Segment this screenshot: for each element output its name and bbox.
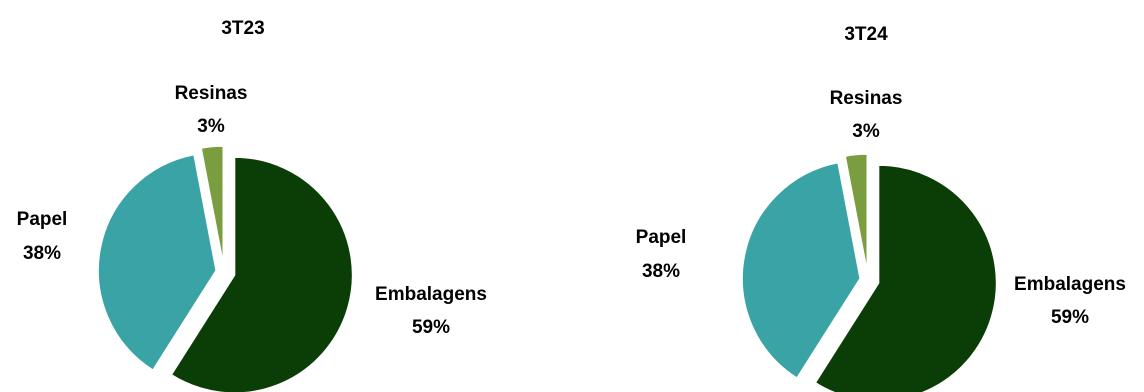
pie-chart-3t23: 3T23 Embalagens 59% Papel 38% Resinas 3% bbox=[17, 18, 487, 392]
pie-slice-papel-3t24 bbox=[741, 161, 861, 380]
slice-label-value-embalagens-3t24: 59% bbox=[1051, 307, 1089, 328]
pie-slices-3t24 bbox=[741, 153, 998, 392]
slice-label-value-papel-3t23: 38% bbox=[23, 243, 61, 264]
pie-slice-embalagens-3t23 bbox=[170, 156, 354, 392]
slice-label-value-papel-3t24: 38% bbox=[642, 261, 680, 282]
slice-label-name-papel-3t23: Papel bbox=[17, 209, 68, 230]
pie-slice-embalagens-3t24 bbox=[814, 164, 998, 392]
pie-slices-3t23 bbox=[97, 145, 354, 392]
pie-chart-3t24: 3T24 Embalagens 59% Papel 38% Resinas 3% bbox=[636, 24, 1126, 392]
slice-label-value-embalagens-3t23: 59% bbox=[412, 317, 450, 338]
pie-slice-resinas-3t23 bbox=[200, 145, 224, 265]
slice-label-name-embalagens-3t24: Embalagens bbox=[1014, 274, 1126, 295]
slice-label-name-resinas-3t23: Resinas bbox=[175, 83, 248, 104]
slice-label-value-resinas-3t23: 3% bbox=[197, 116, 225, 137]
slice-label-name-papel-3t24: Papel bbox=[636, 227, 687, 248]
slice-label-name-embalagens-3t23: Embalagens bbox=[375, 284, 487, 305]
slice-label-value-resinas-3t24: 3% bbox=[852, 121, 880, 142]
slice-label-name-resinas-3t24: Resinas bbox=[830, 88, 903, 109]
pie-slice-resinas-3t24 bbox=[844, 153, 868, 273]
chart-title-3t24: 3T24 bbox=[844, 24, 888, 45]
pie-slice-papel-3t23 bbox=[97, 153, 217, 372]
chart-title-3t23: 3T23 bbox=[221, 18, 264, 39]
